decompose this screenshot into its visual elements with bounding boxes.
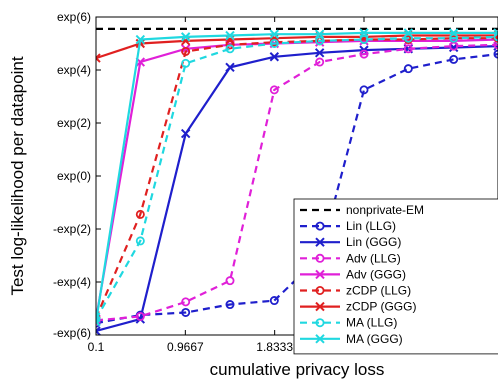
legend-entry-nonprivate-em: nonprivate-EM — [300, 203, 424, 217]
legend-label: Lin (LLG) — [346, 219, 396, 233]
data-point-ma-ggg — [135, 34, 146, 45]
data-point-ma-ggg — [359, 28, 369, 38]
data-point-lin-llg — [181, 307, 191, 317]
legend-marker — [315, 301, 325, 312]
series-line-zcdp-ggg — [96, 34, 498, 60]
legend-label: zCDP (LLG) — [346, 284, 411, 298]
data-point-lin-ggg — [269, 52, 280, 62]
series-layer — [96, 27, 498, 335]
legend: nonprivate-EM Lin (LLG) Lin (GGG) Adv (LLG)… — [293, 198, 498, 355]
data-point-ma-ggg — [493, 28, 498, 38]
legend-marker — [315, 237, 325, 247]
data-point-zcdp-llg — [181, 46, 191, 56]
data-point-ma-llg — [225, 44, 235, 54]
series-line-zcdp-llg — [96, 37, 498, 319]
data-point-lin-llg — [269, 296, 279, 306]
data-point-ma-ggg — [448, 28, 459, 38]
legend-marker — [315, 318, 325, 328]
data-point-lin-ggg — [225, 62, 235, 73]
data-point-ma-ggg — [269, 29, 280, 39]
data-point-ma-llg — [359, 35, 369, 45]
legend-entry-adv-llg: Adv (LLG) — [300, 251, 401, 265]
x-axis-title: cumulative privacy loss — [210, 360, 385, 379]
legend-box — [293, 198, 498, 355]
series-line-ma-llg — [96, 35, 498, 320]
legend-entry-lin-llg: Lin (LLG) — [300, 219, 396, 233]
data-point-adv-llg — [403, 44, 413, 54]
data-point-lin-llg — [403, 64, 413, 74]
legend-marker — [315, 269, 325, 280]
legend-marker — [315, 221, 325, 231]
series-line-ma-ggg — [96, 31, 498, 322]
data-point-zcdp-ggg — [96, 53, 101, 63]
legend-label: Lin (GGG) — [346, 235, 401, 249]
legend-entry-lin-ggg: Lin (GGG) — [300, 235, 401, 249]
data-point-adv-llg — [315, 57, 325, 67]
legend-entry-adv-ggg: Adv (GGG) — [300, 267, 406, 281]
legend-entry-zcdp-ggg: zCDP (GGG) — [300, 300, 416, 314]
data-point-ma-llg — [315, 36, 325, 46]
data-point-ma-llg — [403, 33, 413, 43]
data-point-adv-llg — [359, 49, 369, 59]
data-point-ma-ggg — [96, 317, 101, 327]
legend-label: Adv (GGG) — [346, 267, 406, 281]
data-point-ma-llg — [181, 58, 191, 68]
data-point-adv-llg — [269, 85, 279, 95]
series-line-lin-ggg — [96, 45, 498, 333]
series-ma-ggg — [96, 28, 498, 327]
y-tick-label: -exp(2) — [53, 222, 91, 236]
legend-entry-zcdp-llg: zCDP (LLG) — [300, 284, 411, 298]
x-tick-label: 0.1 — [88, 340, 105, 354]
y-axis-title: Test log-likelihood per datapoint — [8, 56, 27, 295]
data-point-lin-ggg — [314, 48, 325, 58]
data-point-adv-llg — [225, 276, 235, 286]
data-point-zcdp-llg — [225, 40, 235, 50]
data-point-lin-llg — [225, 300, 235, 310]
data-point-ma-llg — [449, 33, 459, 43]
data-point-lin-ggg — [180, 128, 191, 139]
data-point-adv-llg — [181, 297, 191, 307]
data-point-lin-ggg — [96, 326, 101, 335]
legend-entry-ma-llg: MA (LLG) — [300, 316, 397, 330]
y-tick-label: exp(6) — [57, 10, 91, 24]
data-point-adv-llg — [135, 311, 145, 321]
y-tick-label: -exp(4) — [53, 275, 91, 289]
legend-marker — [315, 334, 325, 344]
x-tick-label: 1.8333 — [256, 340, 293, 354]
legend-label: zCDP (GGG) — [346, 300, 416, 314]
data-point-ma-ggg — [314, 29, 325, 39]
x-tick-label: 0.9667 — [167, 340, 204, 354]
data-point-ma-ggg — [180, 32, 191, 42]
data-point-lin-llg — [449, 54, 459, 64]
y-tick-label: exp(0) — [57, 169, 91, 183]
legend-label: MA (LLG) — [346, 316, 397, 330]
data-point-ma-ggg — [225, 30, 235, 41]
data-point-zcdp-llg — [135, 209, 145, 219]
legend-label: MA (GGG) — [346, 332, 403, 346]
legend-marker — [315, 253, 325, 263]
data-point-adv-ggg — [180, 44, 191, 54]
series-line-adv-llg — [96, 43, 498, 322]
data-point-lin-llg — [359, 85, 369, 95]
data-point-ma-ggg — [403, 28, 414, 38]
legend-marker — [315, 285, 325, 295]
data-point-ma-llg — [269, 39, 279, 49]
data-point-ma-llg — [135, 236, 145, 246]
legend-label: nonprivate-EM — [346, 203, 424, 217]
y-tick-label: exp(4) — [57, 63, 91, 77]
y-tick-label: exp(2) — [57, 116, 91, 130]
y-tick-label: -exp(6) — [53, 326, 91, 340]
legend-label: Adv (LLG) — [346, 251, 401, 265]
legend-entry-ma-ggg: MA (GGG) — [300, 332, 403, 346]
